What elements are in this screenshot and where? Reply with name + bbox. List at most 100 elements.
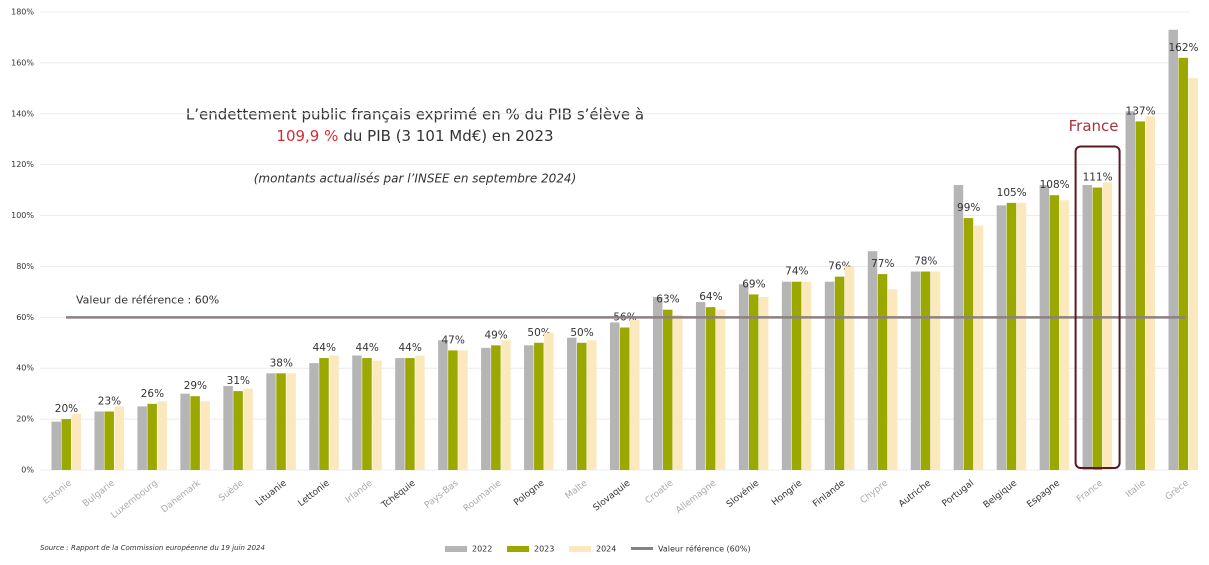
legend-label: 2022 xyxy=(472,545,492,554)
bar xyxy=(587,340,597,470)
data-label: 105% xyxy=(997,187,1027,199)
x-tick-label: Portugal xyxy=(941,478,977,509)
bar xyxy=(501,340,511,470)
bar xyxy=(738,284,749,470)
bar xyxy=(1102,182,1113,470)
bar xyxy=(190,396,200,470)
x-tick-label: Malte xyxy=(564,478,590,501)
data-label: 74% xyxy=(785,266,808,278)
bar xyxy=(996,205,1007,470)
annotation-line: L’endettement public français exprimé en… xyxy=(186,106,644,124)
bar xyxy=(652,296,663,470)
bar xyxy=(1039,185,1050,470)
bar xyxy=(953,185,964,470)
bar xyxy=(834,276,845,470)
bar xyxy=(286,373,296,470)
y-tick-label: 40% xyxy=(16,364,34,373)
bar xyxy=(877,274,888,470)
annotation-text: du PIB (3 101 Md€) en 2023 xyxy=(343,127,553,145)
data-label: 38% xyxy=(270,357,293,369)
data-label: 29% xyxy=(184,380,207,392)
data-label: 44% xyxy=(356,342,379,354)
bar xyxy=(1082,185,1093,470)
data-label: 78% xyxy=(914,256,937,268)
highlight-label: France xyxy=(1069,117,1119,135)
data-label: 50% xyxy=(570,327,593,339)
bar xyxy=(491,345,501,470)
data-label: 137% xyxy=(1126,105,1156,117)
x-tick-label: Allemagne xyxy=(674,478,718,516)
source: Source : Rapport de la Commission europé… xyxy=(40,544,265,552)
x-tick-label: Lettonie xyxy=(297,478,332,509)
bar xyxy=(104,411,114,470)
x-tick-label: Hongrie xyxy=(770,478,804,508)
bar xyxy=(266,373,276,470)
bar xyxy=(867,251,878,470)
bar xyxy=(329,355,339,470)
y-tick-label: 60% xyxy=(16,313,34,322)
bar xyxy=(405,358,415,470)
highlight-box xyxy=(1074,145,1121,469)
bar xyxy=(1178,57,1189,471)
bar xyxy=(1135,121,1146,471)
bar xyxy=(791,281,802,470)
reference-label: Valeur de référence : 60% xyxy=(76,293,219,306)
bar xyxy=(362,358,372,470)
x-tick-label: Pays-Bas xyxy=(423,478,461,511)
legend-label: Valeur référence (60%) xyxy=(658,544,751,554)
x-tick-label: Slovaquie xyxy=(592,478,633,513)
x-tick-label: Tchéquie xyxy=(379,477,418,511)
bar xyxy=(1006,202,1017,471)
bar xyxy=(844,266,855,470)
y-tick-label: 120% xyxy=(11,160,34,169)
annotation-line: 109,9 % du PIB (3 101 Md€) en 2023 xyxy=(276,127,553,145)
x-tick-label: Danemark xyxy=(160,478,204,515)
bar xyxy=(610,322,620,470)
y-tick-label: 140% xyxy=(11,109,34,118)
data-label: 162% xyxy=(1169,42,1199,54)
x-tick-label: Slovénie xyxy=(724,477,761,510)
bar xyxy=(715,309,726,470)
bar xyxy=(1125,111,1136,470)
x-tick-label: Bulgarie xyxy=(81,478,117,509)
bar xyxy=(887,289,898,470)
bar xyxy=(200,401,210,470)
data-label: 20% xyxy=(55,403,78,415)
bar xyxy=(1092,187,1103,471)
x-tick-label: Grèce xyxy=(1163,477,1191,502)
bar xyxy=(920,271,931,470)
bar xyxy=(71,414,81,470)
bar xyxy=(672,314,683,470)
data-label: 69% xyxy=(742,278,765,290)
bar xyxy=(781,281,792,470)
bar xyxy=(620,327,630,470)
bar xyxy=(94,411,104,470)
bar xyxy=(705,307,716,470)
x-tick-label: Chypre xyxy=(859,478,891,506)
data-label: 108% xyxy=(1040,179,1070,191)
x-tick-label: Suède xyxy=(217,477,246,503)
bar xyxy=(1168,29,1179,471)
bar xyxy=(824,281,835,470)
bar xyxy=(137,406,147,470)
bar xyxy=(695,302,706,470)
x-tick-label: Espagne xyxy=(1025,478,1062,510)
bar xyxy=(748,294,759,470)
bar xyxy=(415,355,425,470)
legend-swatch xyxy=(569,546,591,552)
data-label: 99% xyxy=(957,202,980,214)
legend-swatch xyxy=(507,546,529,552)
bar xyxy=(534,342,544,470)
bar xyxy=(233,391,243,470)
x-tick-label: Croatie xyxy=(644,478,676,506)
x-tick-label: Finlande xyxy=(811,478,847,509)
data-label: 64% xyxy=(699,291,722,303)
bar xyxy=(630,319,640,470)
y-tick-label: 180% xyxy=(11,8,34,17)
bar xyxy=(1016,202,1027,471)
bar xyxy=(243,388,253,470)
bar xyxy=(438,340,448,470)
data-label: 31% xyxy=(227,375,250,387)
x-tick-label: Luxembourg xyxy=(109,478,159,520)
bar xyxy=(481,347,491,470)
